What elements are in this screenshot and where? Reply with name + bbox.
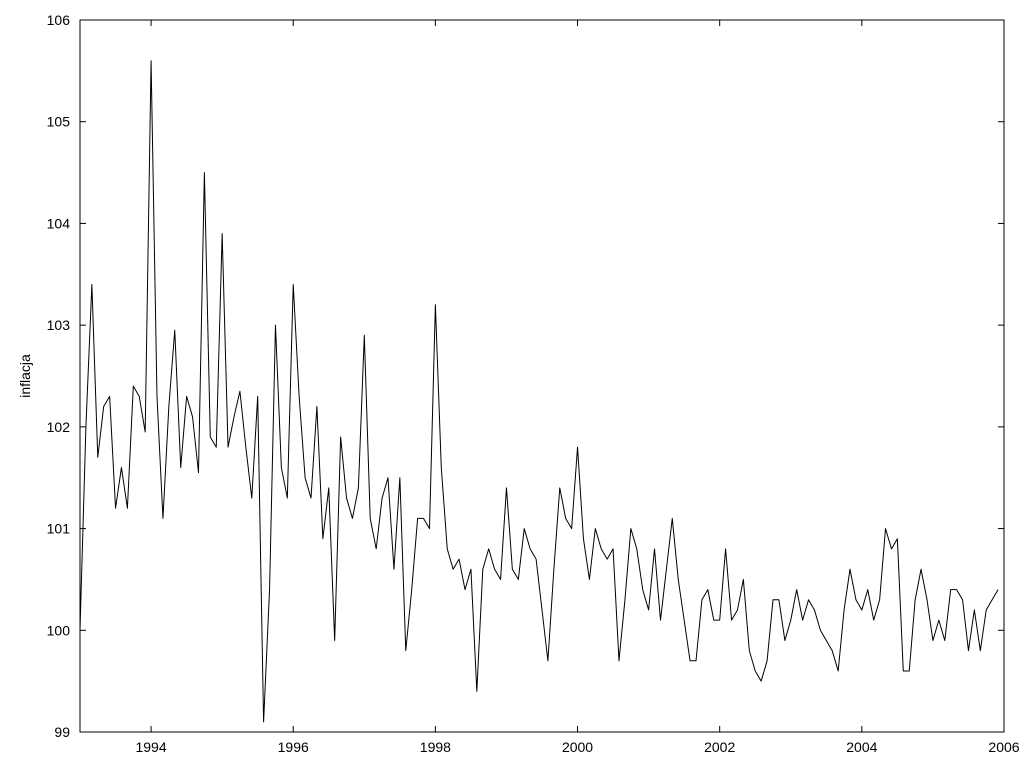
x-tick-label: 1994 — [135, 739, 166, 755]
y-tick-label: 99 — [54, 724, 70, 740]
chart-svg: 1994 1996 1998 2000 2002 2004 2006 99 100 101 102 1… — [0, 0, 1024, 777]
y-tick-label: 104 — [47, 215, 71, 231]
y-tick-label: 106 — [47, 12, 71, 28]
x-tick-label: 1998 — [420, 739, 451, 755]
y-tick-label: 103 — [47, 317, 71, 333]
y-tick-label: 101 — [47, 521, 71, 537]
inflation-line-chart: 1994 1996 1998 2000 2002 2004 2006 99 100 101 102 1… — [0, 0, 1024, 777]
y-tick-label: 105 — [47, 114, 71, 130]
x-tick-label: 2006 — [988, 739, 1019, 755]
x-tick-label: 2004 — [846, 739, 877, 755]
x-tick-label: 2002 — [704, 739, 735, 755]
y-tick-label: 100 — [47, 622, 71, 638]
y-axis-label: inflacja — [17, 354, 33, 398]
x-tick-label: 1996 — [278, 739, 309, 755]
x-tick-label: 2000 — [562, 739, 593, 755]
y-tick-label: 102 — [47, 419, 71, 435]
inflation-series — [80, 61, 998, 722]
